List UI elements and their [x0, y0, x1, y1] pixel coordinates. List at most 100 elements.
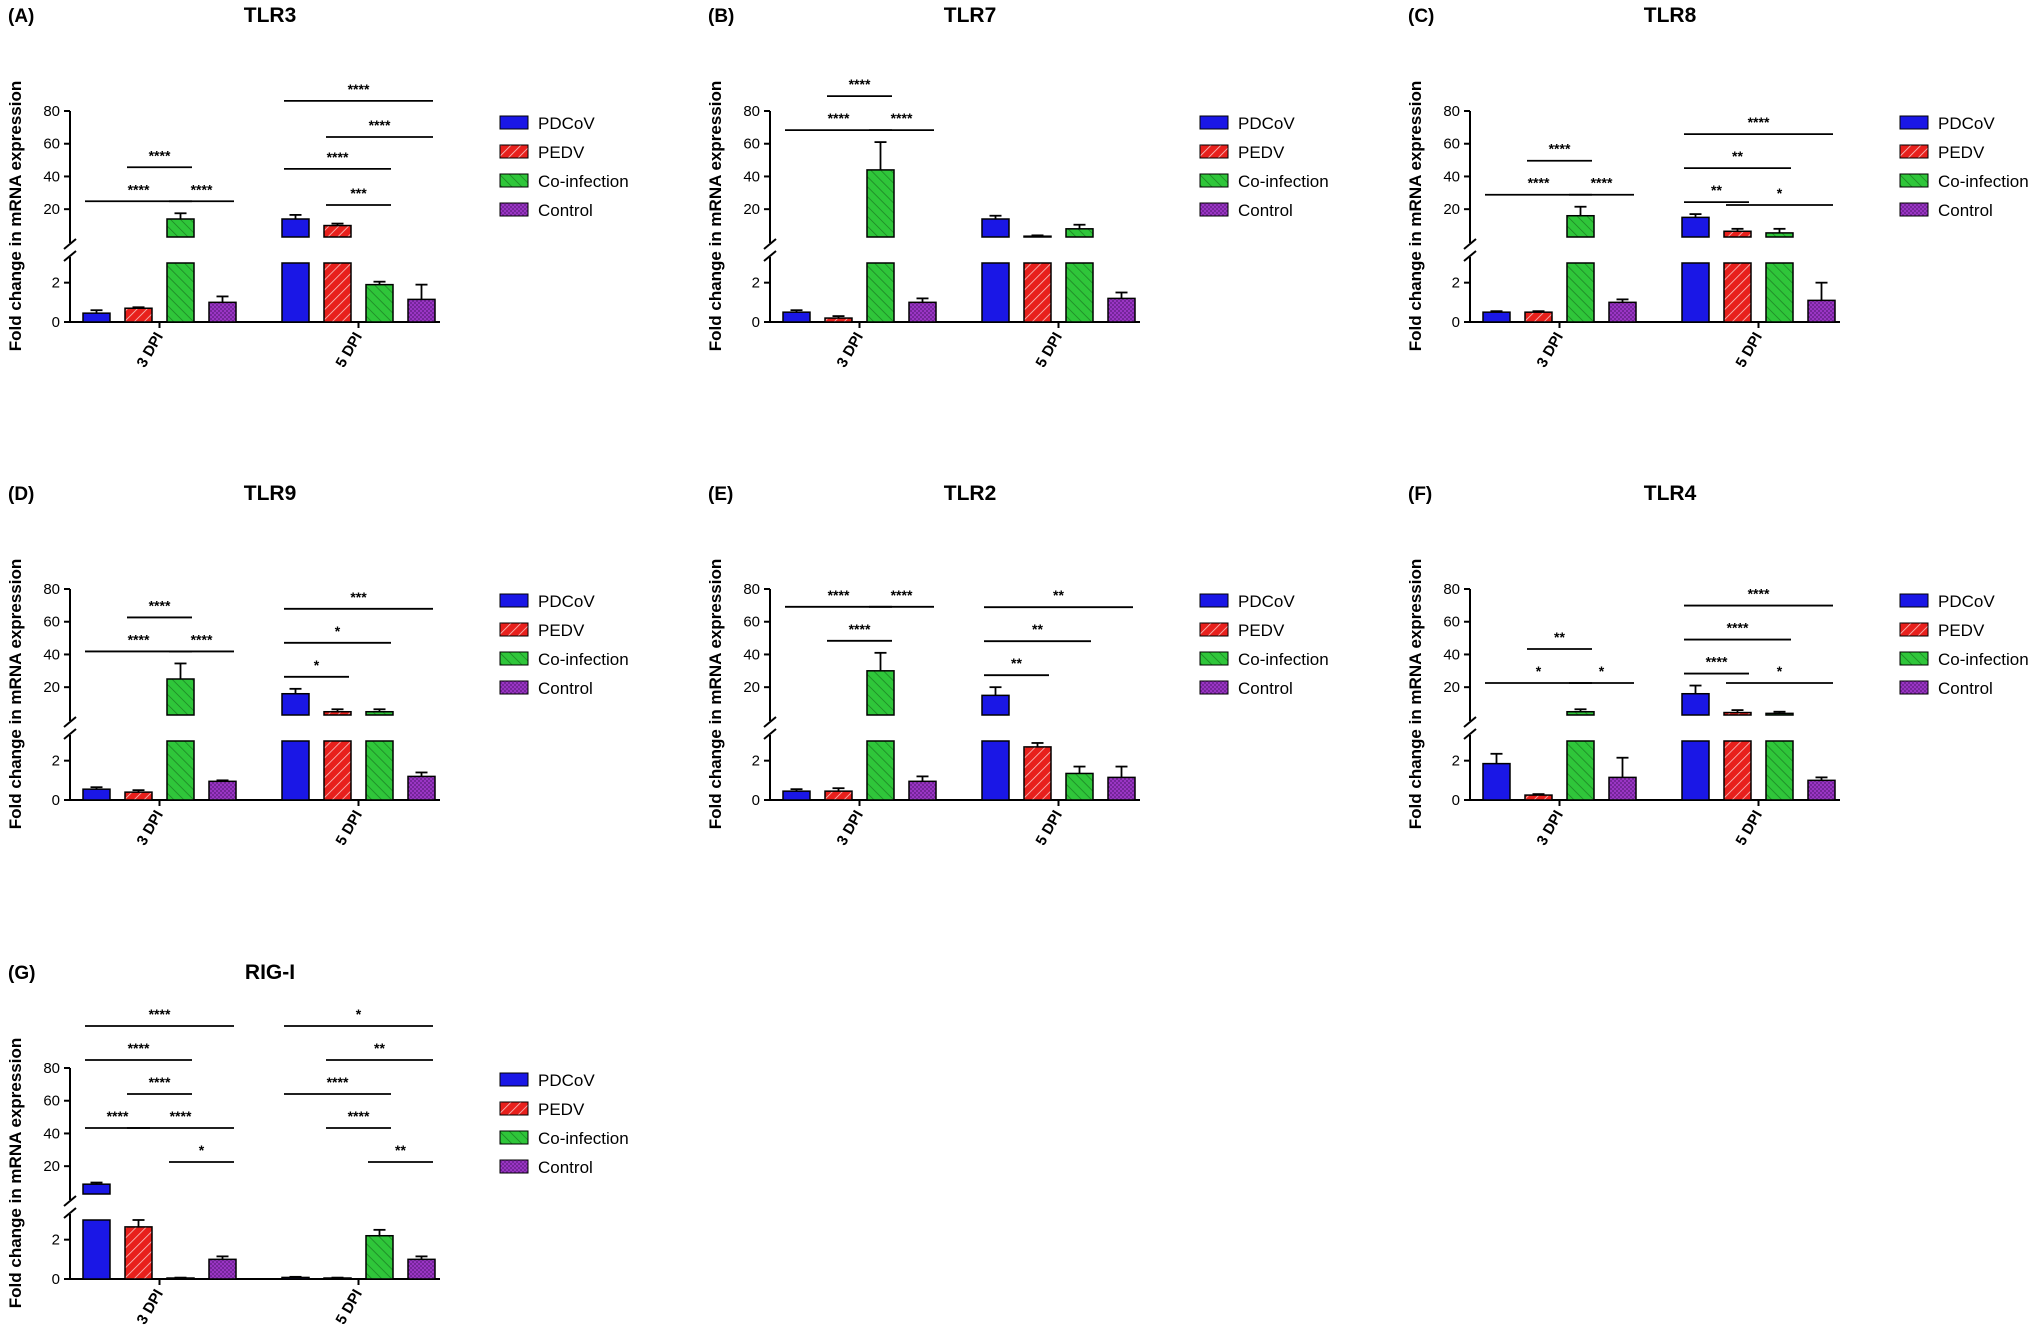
legend-label-pedv: PEDV — [538, 1100, 585, 1119]
axis-break-mark — [63, 716, 77, 728]
bar-pedv-5-dpi — [1723, 711, 1752, 716]
bar-control-3-dpi — [908, 780, 937, 801]
y-tick-label: 40 — [743, 646, 760, 663]
legend-label-pdcov: PDCoV — [1238, 114, 1295, 133]
bar-co-infection-3-dpi-lower — [866, 262, 895, 323]
significance-label: * — [356, 1006, 362, 1022]
bar-pdcov-5-dpi-lower — [281, 740, 310, 801]
legend-swatch-pdcov — [499, 115, 529, 130]
significance-label: ** — [374, 1040, 385, 1056]
significance-label: **** — [107, 1108, 129, 1124]
significance-label: ** — [1053, 587, 1064, 603]
y-tick-label: 20 — [1443, 679, 1460, 696]
legend-label-control: Control — [1238, 679, 1293, 698]
legend-swatch-pedv — [1899, 144, 1929, 159]
bar-pedv-5-dpi — [323, 710, 352, 716]
y-tick-label: 2 — [1452, 275, 1460, 292]
y-tick-label: 80 — [1443, 103, 1460, 120]
panel-letter: (G) — [8, 963, 35, 984]
bar-pedv-5-dpi — [323, 224, 352, 238]
significance-label: *** — [350, 589, 367, 605]
y-tick-label: 2 — [52, 753, 60, 770]
y-tick-label: 40 — [743, 168, 760, 185]
bar-pdcov-5-dpi — [1681, 692, 1710, 716]
panel-letter: (D) — [8, 484, 34, 505]
bar-pedv-3-dpi — [1524, 311, 1553, 323]
y-axis-label: Fold change in mRNA expression — [1406, 559, 1425, 829]
bar-control-5-dpi — [407, 298, 436, 323]
bar-pdcov-5-dpi — [281, 218, 310, 238]
significance-label: * — [1777, 185, 1783, 201]
legend-label-pdcov: PDCoV — [1938, 114, 1995, 133]
legend-swatch-control — [499, 680, 529, 695]
legend-label-control: Control — [1938, 679, 1993, 698]
legend-swatch-pdcov — [1199, 115, 1229, 130]
y-tick-label: 0 — [1452, 792, 1460, 809]
y-axis-label: Fold change in mRNA expression — [706, 559, 725, 829]
legend-swatch-pdcov — [1899, 115, 1929, 130]
y-tick-label: 60 — [43, 614, 60, 631]
legend-label-control: Control — [1938, 201, 1993, 220]
legend-swatch-pdcov — [1199, 593, 1229, 608]
bar-pdcov-5-dpi-lower — [1681, 262, 1710, 323]
significance-label: ** — [1011, 655, 1022, 671]
chart-title: TLR8 — [1644, 4, 1697, 27]
y-tick-label: 20 — [43, 679, 60, 696]
bar-co-infection-3-dpi-lower — [166, 262, 195, 323]
bar-co-infection-3-dpi-lower — [166, 740, 195, 801]
significance-label: * — [1536, 663, 1542, 679]
significance-label: **** — [191, 631, 213, 647]
legend: PDCoV PEDV Co-infection Control — [1199, 114, 1329, 220]
legend-swatch-pedv — [499, 622, 529, 637]
x-tick-label: 5 DPI — [332, 808, 365, 849]
significance-label: **** — [128, 1040, 150, 1056]
bar-pedv-5-dpi — [1023, 235, 1052, 238]
significance-label: **** — [128, 631, 150, 647]
bar-co-infection-3-dpi — [1566, 710, 1595, 716]
significance-label: * — [199, 1142, 205, 1158]
y-tick-label: 40 — [1443, 168, 1460, 185]
legend: PDCoV PEDV Co-infection Control — [499, 114, 629, 220]
legend-label-pdcov: PDCoV — [538, 1071, 595, 1090]
legend-label-co-infection: Co-infection — [538, 650, 629, 669]
bar-pedv-3-dpi — [124, 307, 153, 323]
y-tick-label: 0 — [1452, 314, 1460, 331]
significance-label: * — [1599, 663, 1605, 679]
y-tick-label: 40 — [1443, 646, 1460, 663]
axis-break-mark — [63, 250, 77, 262]
significance-label: ** — [395, 1142, 406, 1158]
significance-label: **** — [348, 81, 370, 97]
bar-pdcov-3-dpi — [1482, 311, 1511, 323]
panel-letter: (F) — [1408, 484, 1432, 505]
bar-pdcov-3-dpi — [1482, 762, 1511, 801]
y-tick-label: 60 — [43, 1093, 60, 1110]
axis-break-mark — [763, 728, 777, 740]
axis-break-mark — [763, 250, 777, 262]
bar-pdcov-5-dpi-lower — [981, 740, 1010, 801]
y-tick-label: 60 — [743, 614, 760, 631]
x-tick-label: 5 DPI — [332, 1287, 365, 1328]
bar-pedv-3-dpi — [124, 791, 153, 801]
significance-label: **** — [891, 110, 913, 126]
chart-title: TLR3 — [244, 4, 297, 27]
bar-pdcov-5-dpi — [281, 692, 310, 716]
y-axis-label: Fold change in mRNA expression — [6, 1038, 25, 1308]
legend-swatch-pdcov — [1899, 593, 1929, 608]
legend-label-pedv: PEDV — [538, 143, 585, 162]
chart-title: TLR2 — [944, 482, 997, 505]
chart-title: TLR9 — [244, 482, 297, 505]
bar-co-infection-3-dpi — [1566, 214, 1595, 238]
bar-pdcov-3-dpi — [782, 790, 811, 801]
y-tick-label: 20 — [1443, 201, 1460, 218]
y-tick-label: 0 — [52, 792, 60, 809]
bar-co-infection-5-dpi-lower — [1765, 262, 1794, 323]
bar-co-infection-5-dpi — [365, 283, 394, 323]
x-tick-label: 3 DPI — [133, 330, 166, 371]
bar-pedv-5-dpi-lower — [1723, 262, 1752, 323]
legend: PDCoV PEDV Co-infection Control — [1899, 114, 2029, 220]
bar-co-infection-3-dpi-lower — [866, 740, 895, 801]
significance-label: **** — [828, 587, 850, 603]
axis-break-mark — [63, 238, 77, 250]
bar-pedv-3-dpi — [1524, 794, 1553, 801]
